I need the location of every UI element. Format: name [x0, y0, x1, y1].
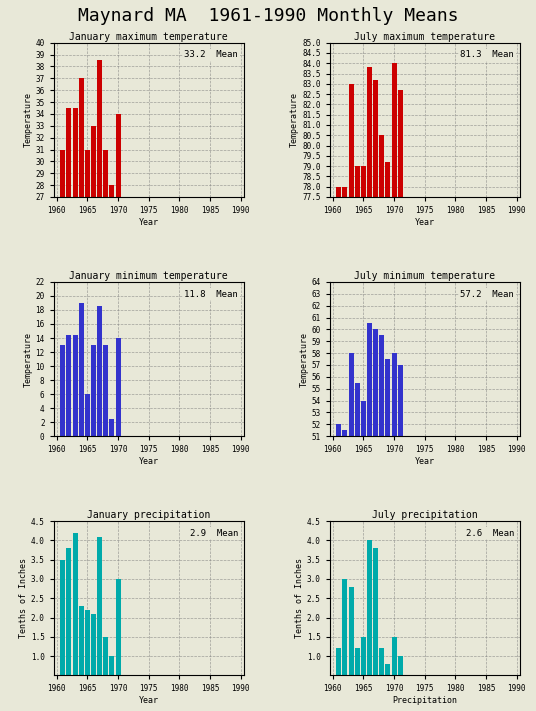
Bar — [109, 419, 114, 437]
X-axis label: Year: Year — [139, 457, 159, 466]
Bar — [398, 90, 403, 197]
Bar — [79, 78, 84, 197]
Bar — [103, 149, 108, 197]
Text: 57.2  Mean: 57.2 Mean — [460, 289, 514, 299]
Title: January maximum temperature: January maximum temperature — [70, 32, 228, 42]
Bar — [361, 400, 366, 437]
Bar — [343, 187, 347, 197]
Bar — [73, 334, 78, 437]
Bar — [103, 345, 108, 437]
Bar — [85, 149, 90, 197]
Bar — [116, 114, 121, 197]
Bar — [355, 383, 360, 437]
Bar — [379, 648, 384, 675]
Bar — [361, 637, 366, 675]
Bar — [348, 587, 354, 675]
Bar — [109, 656, 114, 675]
Bar — [392, 637, 397, 675]
Bar — [97, 60, 102, 197]
Bar — [385, 664, 390, 675]
Bar — [79, 303, 84, 437]
Bar — [367, 540, 372, 675]
Bar — [398, 365, 403, 437]
Bar — [392, 63, 397, 197]
Bar — [91, 614, 96, 675]
Bar — [343, 579, 347, 675]
Title: July maximum temperature: July maximum temperature — [354, 32, 495, 42]
Text: 81.3  Mean: 81.3 Mean — [460, 50, 514, 60]
Bar — [66, 334, 71, 437]
Bar — [91, 345, 96, 437]
X-axis label: Year: Year — [139, 696, 159, 705]
Bar — [336, 424, 341, 437]
Bar — [91, 126, 96, 197]
Y-axis label: Temperature: Temperature — [24, 92, 33, 147]
Bar — [109, 185, 114, 197]
Bar — [336, 187, 341, 197]
Bar — [392, 353, 397, 437]
Text: 2.9  Mean: 2.9 Mean — [190, 529, 238, 538]
Bar — [61, 345, 65, 437]
Bar — [355, 648, 360, 675]
Bar — [343, 430, 347, 437]
Title: July minimum temperature: July minimum temperature — [354, 271, 495, 281]
Y-axis label: Tenths of Inches: Tenths of Inches — [295, 558, 304, 638]
Bar — [61, 560, 65, 675]
Bar — [373, 329, 378, 437]
Bar — [385, 359, 390, 437]
Bar — [379, 336, 384, 437]
Bar — [336, 648, 341, 675]
Y-axis label: Temperature: Temperature — [24, 331, 33, 387]
Bar — [116, 338, 121, 437]
Bar — [373, 80, 378, 197]
Text: 11.8  Mean: 11.8 Mean — [184, 289, 238, 299]
Bar — [97, 537, 102, 675]
Bar — [373, 548, 378, 675]
X-axis label: Year: Year — [415, 457, 435, 466]
Bar — [385, 162, 390, 197]
Y-axis label: Temperature: Temperature — [300, 331, 309, 387]
Y-axis label: Tenths of Inches: Tenths of Inches — [19, 558, 28, 638]
Bar — [398, 656, 403, 675]
Bar — [355, 166, 360, 197]
Bar — [103, 637, 108, 675]
Y-axis label: Temperature: Temperature — [291, 92, 299, 147]
Bar — [367, 324, 372, 437]
Bar — [367, 68, 372, 197]
Bar — [85, 394, 90, 437]
Bar — [79, 606, 84, 675]
Title: January precipitation: January precipitation — [87, 510, 211, 520]
Bar — [97, 306, 102, 437]
Bar — [85, 610, 90, 675]
X-axis label: Precipitation: Precipitation — [392, 696, 457, 705]
Title: January minimum temperature: January minimum temperature — [70, 271, 228, 281]
Bar — [73, 533, 78, 675]
Bar — [116, 579, 121, 675]
Bar — [348, 84, 354, 197]
Bar — [361, 166, 366, 197]
Text: 33.2  Mean: 33.2 Mean — [184, 50, 238, 60]
Title: July precipitation: July precipitation — [372, 510, 478, 520]
X-axis label: Year: Year — [415, 218, 435, 227]
X-axis label: Year: Year — [139, 218, 159, 227]
Bar — [348, 353, 354, 437]
Bar — [73, 108, 78, 197]
Bar — [61, 149, 65, 197]
Text: Maynard MA  1961-1990 Monthly Means: Maynard MA 1961-1990 Monthly Means — [78, 7, 458, 25]
Bar — [66, 548, 71, 675]
Bar — [66, 108, 71, 197]
Bar — [379, 135, 384, 197]
Text: 2.6  Mean: 2.6 Mean — [466, 529, 514, 538]
